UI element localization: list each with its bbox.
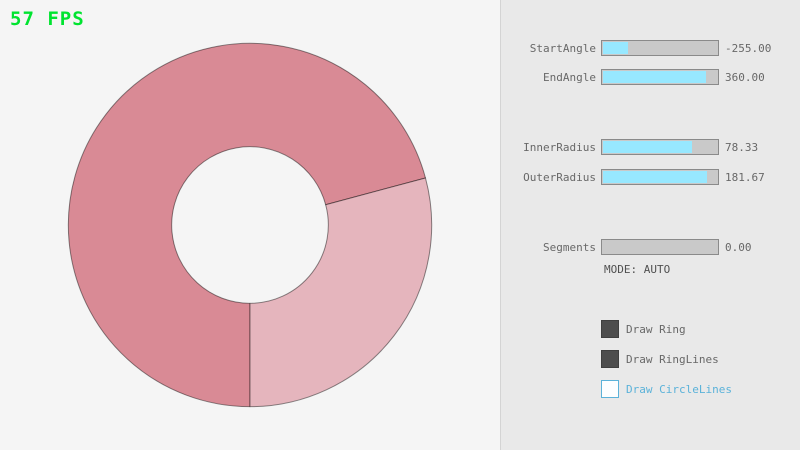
checkbox-label-draw-ringlines: Draw RingLines bbox=[626, 352, 719, 366]
double-pass-sector bbox=[67, 42, 427, 408]
checkbox-draw-circlelines[interactable]: Draw CircleLines bbox=[601, 380, 732, 398]
slider-value-startangle: -255.00 bbox=[725, 41, 772, 55]
slider-startangle[interactable] bbox=[601, 40, 719, 56]
slider-fill bbox=[603, 42, 628, 54]
slider-fill bbox=[603, 141, 693, 153]
controls-panel: StartAngle -255.00 EndAngle 360.00 Inner… bbox=[500, 0, 800, 450]
fps-counter: 57 FPS bbox=[10, 8, 85, 30]
slider-row-segments: Segments 0.00 bbox=[501, 239, 800, 255]
slider-label-segments: Segments bbox=[543, 240, 596, 254]
checkbox-box[interactable] bbox=[601, 320, 619, 338]
slider-row-outerradius: OuterRadius 181.67 bbox=[501, 169, 800, 185]
slider-label-innerradius: InnerRadius bbox=[523, 140, 596, 154]
slider-endangle[interactable] bbox=[601, 69, 719, 85]
slider-innerradius[interactable] bbox=[601, 139, 719, 155]
slider-value-endangle: 360.00 bbox=[725, 70, 765, 84]
slider-segments[interactable] bbox=[601, 239, 719, 255]
checkbox-label-draw-ring: Draw Ring bbox=[626, 322, 686, 336]
slider-label-endangle: EndAngle bbox=[543, 70, 596, 84]
slider-fill bbox=[603, 71, 706, 83]
slider-label-startangle: StartAngle bbox=[529, 41, 596, 55]
ring-chart bbox=[67, 42, 433, 408]
checkbox-label-draw-circlelines: Draw CircleLines bbox=[626, 382, 732, 396]
slider-row-innerradius: InnerRadius 78.33 bbox=[501, 139, 800, 155]
slider-row-endangle: EndAngle 360.00 bbox=[501, 69, 800, 85]
checkbox-draw-ring[interactable]: Draw Ring bbox=[601, 320, 686, 338]
slider-fill bbox=[603, 171, 707, 183]
canvas-area: 57 FPS bbox=[10, 8, 433, 408]
slider-row-startangle: StartAngle -255.00 bbox=[501, 40, 800, 56]
slider-outerradius[interactable] bbox=[601, 169, 719, 185]
slider-label-outerradius: OuterRadius bbox=[523, 170, 596, 184]
segments-mode-text: MODE: AUTO bbox=[604, 263, 671, 276]
checkbox-draw-ringlines[interactable]: Draw RingLines bbox=[601, 350, 719, 368]
checkbox-box[interactable] bbox=[601, 350, 619, 368]
slider-value-outerradius: 181.67 bbox=[725, 170, 765, 184]
slider-value-innerradius: 78.33 bbox=[725, 140, 759, 154]
checkbox-box[interactable] bbox=[601, 380, 619, 398]
single-pass-sector bbox=[249, 177, 433, 408]
slider-value-segments: 0.00 bbox=[725, 240, 752, 254]
